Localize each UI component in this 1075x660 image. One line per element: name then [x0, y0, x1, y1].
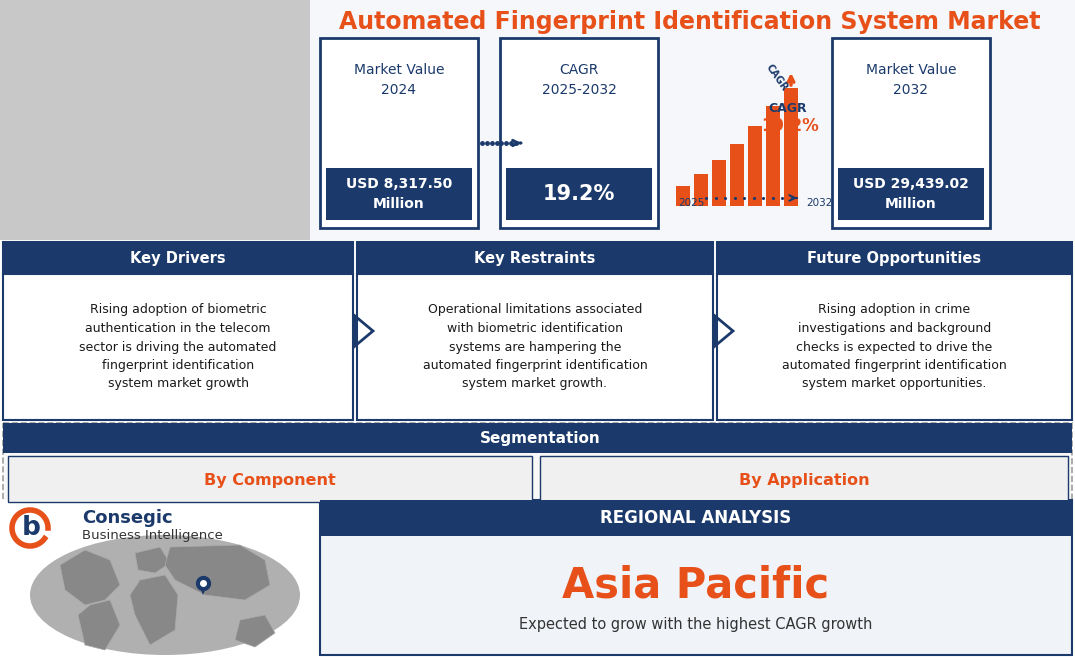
FancyBboxPatch shape — [357, 242, 713, 274]
Text: Key Drivers: Key Drivers — [130, 251, 226, 265]
Text: Automated Fingerprint Identification System Market: Automated Fingerprint Identification Sys… — [340, 10, 1041, 34]
FancyBboxPatch shape — [838, 168, 984, 220]
FancyBboxPatch shape — [717, 242, 1072, 274]
FancyBboxPatch shape — [3, 242, 353, 274]
FancyBboxPatch shape — [676, 186, 690, 206]
Text: Asia Pacific: Asia Pacific — [562, 564, 830, 606]
Text: Operational limitations associated
with biometric identification
systems are ham: Operational limitations associated with … — [422, 304, 647, 391]
Text: Consegic: Consegic — [82, 509, 173, 527]
Text: USD 8,317.50
Million: USD 8,317.50 Million — [346, 178, 453, 211]
FancyBboxPatch shape — [3, 423, 1072, 453]
FancyBboxPatch shape — [540, 456, 1067, 502]
Text: 2032: 2032 — [806, 198, 832, 208]
FancyBboxPatch shape — [0, 500, 320, 655]
Polygon shape — [198, 583, 207, 595]
Polygon shape — [78, 600, 120, 650]
Text: Key Restraints: Key Restraints — [474, 251, 596, 265]
Text: REGIONAL ANALYSIS: REGIONAL ANALYSIS — [600, 509, 791, 527]
Text: CAGR: CAGR — [769, 102, 807, 114]
FancyBboxPatch shape — [0, 0, 310, 240]
FancyBboxPatch shape — [8, 456, 532, 502]
Text: By Application: By Application — [739, 473, 870, 488]
Text: Market Value
2024: Market Value 2024 — [354, 63, 444, 97]
FancyBboxPatch shape — [320, 500, 1072, 655]
Text: CAGR: CAGR — [764, 63, 790, 93]
FancyBboxPatch shape — [784, 88, 798, 206]
Text: USD 29,439.02
Million: USD 29,439.02 Million — [854, 178, 969, 211]
Text: 19.2%: 19.2% — [543, 184, 615, 204]
FancyBboxPatch shape — [717, 274, 1072, 420]
Text: 2025: 2025 — [678, 198, 704, 208]
FancyBboxPatch shape — [730, 144, 744, 206]
FancyBboxPatch shape — [832, 38, 990, 228]
Polygon shape — [164, 545, 270, 600]
FancyBboxPatch shape — [320, 500, 1072, 536]
FancyBboxPatch shape — [766, 106, 780, 206]
Polygon shape — [135, 547, 170, 573]
Text: Expected to grow with the highest CAGR growth: Expected to grow with the highest CAGR g… — [519, 618, 873, 632]
Text: Rising adoption of biometric
authentication in the telecom
sector is driving the: Rising adoption of biometric authenticat… — [80, 304, 276, 391]
Polygon shape — [235, 615, 275, 647]
FancyBboxPatch shape — [320, 38, 478, 228]
Text: Rising adoption in crime
investigations and background
checks is expected to dri: Rising adoption in crime investigations … — [783, 304, 1007, 391]
FancyBboxPatch shape — [310, 0, 1075, 240]
Text: b: b — [22, 515, 41, 541]
FancyBboxPatch shape — [3, 274, 353, 420]
Text: Segmentation: Segmentation — [479, 430, 600, 446]
FancyBboxPatch shape — [712, 160, 726, 206]
FancyBboxPatch shape — [357, 274, 713, 420]
FancyBboxPatch shape — [3, 423, 1072, 505]
Text: Business Intelligence: Business Intelligence — [82, 529, 223, 543]
Text: CAGR
2025-2032: CAGR 2025-2032 — [542, 63, 616, 97]
FancyBboxPatch shape — [500, 38, 658, 228]
Text: By Component: By Component — [204, 473, 335, 488]
Text: 19.2%: 19.2% — [761, 117, 819, 135]
Ellipse shape — [30, 535, 300, 655]
Text: Market Value
2032: Market Value 2032 — [865, 63, 957, 97]
FancyBboxPatch shape — [748, 126, 762, 206]
FancyBboxPatch shape — [694, 174, 708, 206]
Polygon shape — [130, 575, 178, 645]
FancyBboxPatch shape — [506, 168, 653, 220]
FancyBboxPatch shape — [326, 168, 472, 220]
Polygon shape — [60, 550, 120, 605]
Text: Future Opportunities: Future Opportunities — [807, 251, 981, 265]
